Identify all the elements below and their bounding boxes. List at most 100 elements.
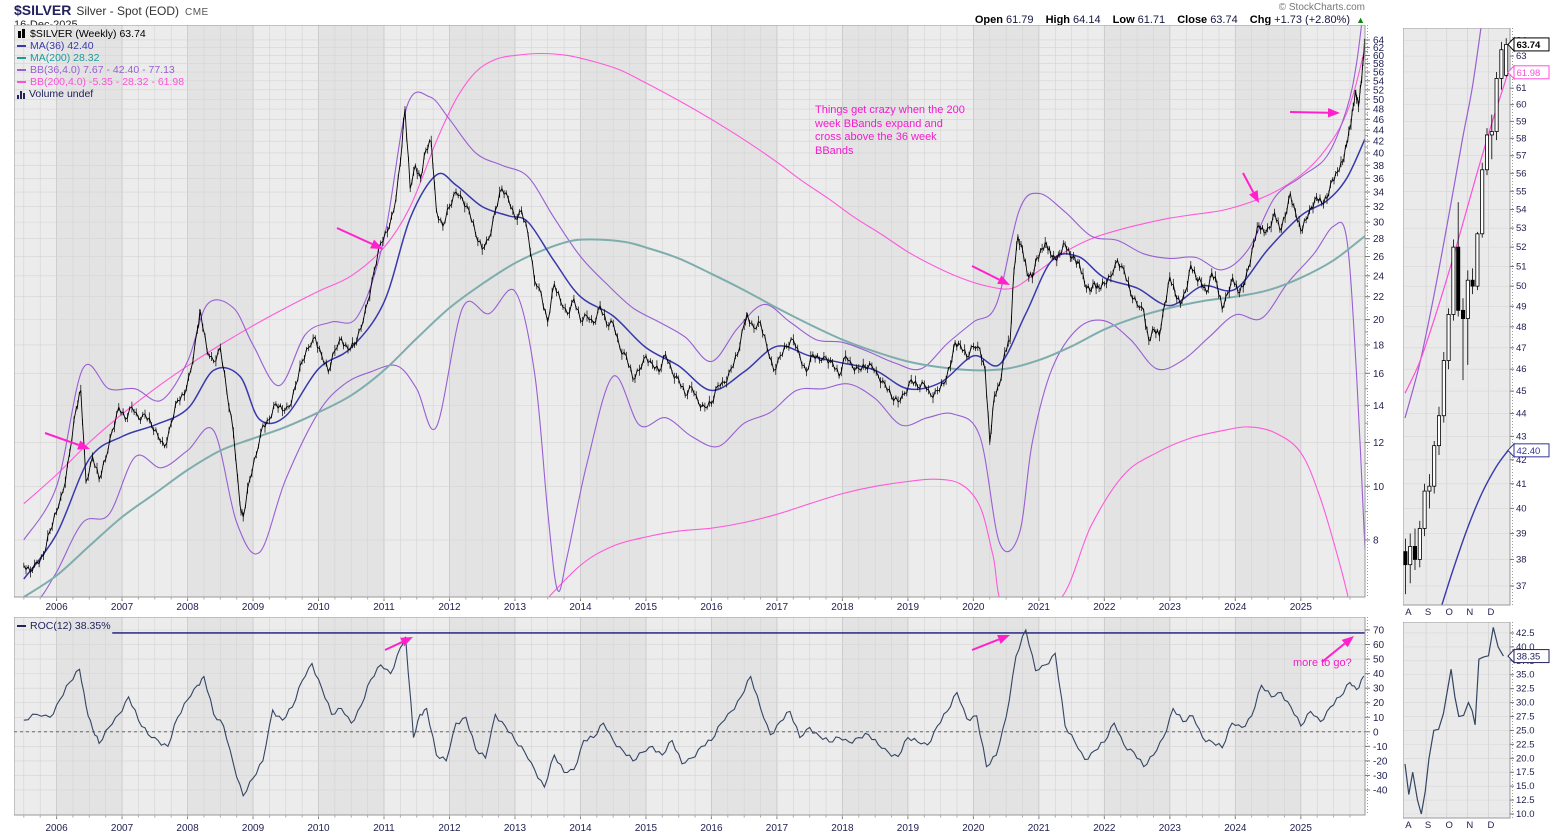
svg-text:40: 40 — [1373, 669, 1385, 680]
svg-text:38: 38 — [1373, 161, 1385, 172]
svg-text:2024: 2024 — [1224, 823, 1247, 834]
svg-text:2009: 2009 — [242, 823, 265, 834]
svg-text:42: 42 — [1516, 455, 1527, 466]
svg-text:50: 50 — [1516, 281, 1527, 292]
svg-text:2007: 2007 — [111, 602, 134, 613]
legend-row: MA(200) 28.32 — [17, 52, 184, 64]
svg-text:14: 14 — [1373, 401, 1385, 412]
svg-text:50: 50 — [1373, 655, 1385, 666]
svg-text:0: 0 — [1373, 727, 1379, 738]
svg-text:2012: 2012 — [438, 823, 461, 834]
y-axis-labels: 42.540.037.535.032.530.027.525.022.520.0… — [1510, 628, 1535, 820]
svg-text:44: 44 — [1516, 408, 1527, 419]
svg-text:S: S — [1425, 607, 1431, 618]
svg-text:-30: -30 — [1373, 771, 1388, 782]
weekly-bars — [23, 37, 1365, 578]
svg-text:56: 56 — [1516, 168, 1527, 179]
svg-text:A: A — [1405, 820, 1412, 831]
legend-label: BB(36,4.0) 7.67 - 42.40 - 77.13 — [30, 64, 175, 76]
svg-text:36: 36 — [1373, 174, 1385, 185]
main-chart-legend: $SILVER (Weekly) 63.74 MA(36) 42.40 MA(200… — [17, 28, 184, 100]
svg-text:-10: -10 — [1373, 742, 1388, 753]
svg-text:60: 60 — [1373, 51, 1385, 62]
svg-text:43: 43 — [1516, 431, 1527, 442]
svg-text:2013: 2013 — [504, 602, 527, 613]
candles — [1403, 38, 1509, 595]
svg-text:20: 20 — [1373, 698, 1385, 709]
series-ma36 — [23, 138, 1365, 580]
x-axis-labels: 2006 2007 2008 2009 2010 2011 2012 2013 2014 2015… — [23, 815, 1351, 834]
candlestick-icon — [17, 28, 27, 40]
roc-zoom-inset-chart: 42.540.037.535.032.530.027.525.022.520.0… — [1403, 622, 1550, 831]
svg-text:22.5: 22.5 — [1516, 739, 1535, 750]
y-axis-labels: 70 60 50 40 30 20 10 0 -10 -20 -30 -40 — [1365, 626, 1388, 796]
svg-text:A: A — [1405, 607, 1412, 618]
svg-text:10.0: 10.0 — [1516, 809, 1535, 820]
legend-row: MA(36) 42.40 — [17, 40, 184, 52]
svg-text:10: 10 — [1373, 713, 1385, 724]
svg-text:8: 8 — [1373, 535, 1379, 546]
legend-row: BB(200,4.0) -5.35 - 28.32 - 61.98 — [17, 76, 184, 88]
high-label: High — [1045, 14, 1071, 26]
svg-text:38.35: 38.35 — [1517, 652, 1541, 663]
svg-text:34: 34 — [1373, 188, 1385, 199]
svg-text:30: 30 — [1373, 218, 1385, 229]
legend-dash-icon — [17, 57, 26, 59]
volume-bars-icon — [17, 90, 26, 99]
svg-text:32: 32 — [1373, 202, 1385, 213]
svg-text:26: 26 — [1373, 252, 1385, 263]
svg-text:2006: 2006 — [45, 823, 68, 834]
svg-text:2018: 2018 — [831, 602, 854, 613]
svg-text:57: 57 — [1516, 151, 1527, 162]
svg-text:N: N — [1466, 820, 1473, 831]
svg-text:12: 12 — [1373, 438, 1385, 449]
svg-text:2007: 2007 — [111, 823, 134, 834]
svg-text:20.0: 20.0 — [1516, 753, 1535, 764]
x-axis-labels: 2006 2007 2008 2009 2010 2011 2012 2013 2014 2015… — [23, 597, 1351, 613]
legend-label: BB(200,4.0) -5.35 - 28.32 - 61.98 — [30, 76, 185, 88]
legend-label: Volume undef — [29, 88, 94, 100]
svg-text:2014: 2014 — [569, 823, 592, 834]
svg-text:10: 10 — [1373, 482, 1385, 493]
svg-text:S: S — [1425, 820, 1431, 831]
series-roc — [1404, 627, 1504, 815]
svg-text:40.0: 40.0 — [1516, 642, 1535, 653]
series-ma36 — [1441, 449, 1509, 605]
svg-text:27.5: 27.5 — [1516, 712, 1535, 723]
svg-text:2025: 2025 — [1290, 602, 1313, 613]
svg-text:70: 70 — [1373, 626, 1385, 637]
svg-text:2013: 2013 — [504, 823, 527, 834]
svg-text:42.5: 42.5 — [1516, 628, 1535, 639]
chart-header: $SILVER Silver - Spot (EOD) CME — [14, 2, 209, 20]
svg-text:22: 22 — [1373, 292, 1385, 303]
svg-text:D: D — [1487, 607, 1494, 618]
svg-text:2016: 2016 — [700, 602, 723, 613]
series-group — [1404, 28, 1509, 605]
legend-row: $SILVER (Weekly) 63.74 — [17, 28, 184, 40]
legend-dash-icon — [17, 69, 26, 71]
high-value: 64.14 — [1073, 14, 1101, 26]
svg-text:49: 49 — [1516, 301, 1527, 312]
svg-text:2017: 2017 — [766, 823, 789, 834]
svg-text:47: 47 — [1516, 343, 1527, 354]
svg-text:63: 63 — [1516, 51, 1527, 62]
series-group — [23, 25, 1365, 597]
up-arrow-icon: ▲ — [1356, 15, 1365, 25]
svg-text:59: 59 — [1516, 116, 1527, 127]
svg-text:44: 44 — [1373, 126, 1385, 137]
series-bb200-upper — [23, 47, 1365, 505]
svg-text:40: 40 — [1373, 148, 1385, 159]
exchange-label: CME — [185, 7, 209, 18]
svg-text:48: 48 — [1373, 105, 1385, 116]
svg-text:52: 52 — [1516, 242, 1527, 253]
svg-text:2022: 2022 — [1093, 602, 1116, 613]
svg-text:56: 56 — [1373, 68, 1385, 79]
svg-text:2008: 2008 — [176, 823, 199, 834]
svg-text:-20: -20 — [1373, 756, 1388, 767]
svg-text:2016: 2016 — [700, 823, 723, 834]
series-bb36-upper — [23, 25, 1363, 541]
svg-text:38: 38 — [1516, 554, 1527, 565]
legend-dash-icon — [17, 81, 26, 83]
grid-lines — [14, 25, 1365, 597]
